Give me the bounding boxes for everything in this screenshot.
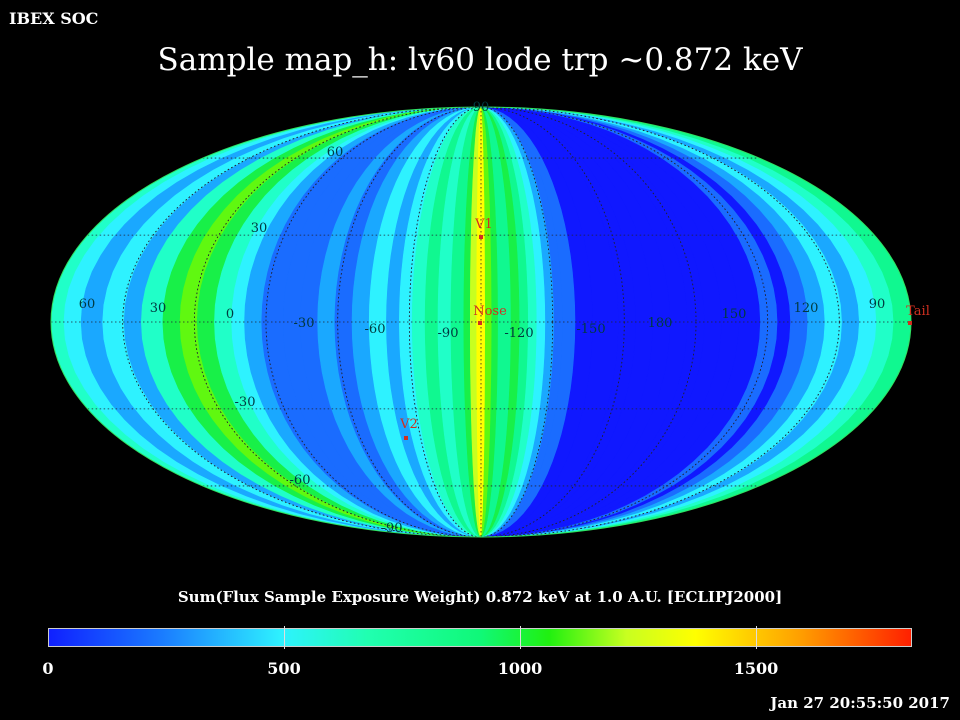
longitude-label: -30 (294, 316, 315, 331)
marker-label: Nose (473, 304, 507, 319)
marker-dot (404, 436, 408, 440)
colorbar-tick-label: 1500 (733, 659, 779, 678)
latitude-label: -60 (290, 473, 311, 488)
colorbar-tick-label: 0 (42, 659, 54, 678)
marker-dot (479, 235, 483, 239)
marker-label: V2 (399, 417, 418, 432)
org-label: IBEX SOC (9, 9, 99, 28)
longitude-label: 180 (648, 316, 673, 331)
marker-dot (478, 321, 482, 325)
graticule (51, 107, 911, 537)
marker-label: V1 (474, 217, 493, 232)
colorbar-tick-label: 500 (267, 659, 301, 678)
latitude-label: 30 (251, 221, 268, 236)
colorbar-tick (756, 626, 757, 649)
longitude-label: 60 (79, 297, 96, 312)
marker-dot (908, 321, 912, 325)
longitude-label: 30 (150, 301, 167, 316)
longitude-label: -150 (576, 322, 605, 337)
latitude-label: -30 (235, 395, 256, 410)
colorbar-label: Sum(Flux Sample Exposure Weight) 0.872 k… (177, 588, 783, 606)
colorbar-tick (284, 626, 285, 649)
latitude-label: 90 (473, 100, 490, 115)
longitude-label: -90 (438, 326, 459, 341)
longitude-label: 0 (226, 307, 234, 322)
latitude-label: -90 (382, 521, 403, 536)
map-title: Sample map_h: lv60 lode trp ~0.872 keV (157, 42, 803, 78)
longitude-label: 150 (722, 307, 747, 322)
longitude-label: -60 (365, 322, 386, 337)
marker-label: Tail (906, 304, 930, 319)
colorbar-tick-label: 1000 (497, 659, 543, 678)
longitude-label: 90 (869, 297, 886, 312)
longitude-label: -120 (504, 326, 533, 341)
latitude-label: 60 (327, 145, 344, 160)
longitude-label: 120 (794, 301, 819, 316)
colorbar (48, 628, 912, 647)
meridian-line (408, 107, 554, 537)
colorbar-tick (520, 626, 521, 649)
timestamp: Jan 27 20:55:50 2017 (770, 694, 950, 712)
